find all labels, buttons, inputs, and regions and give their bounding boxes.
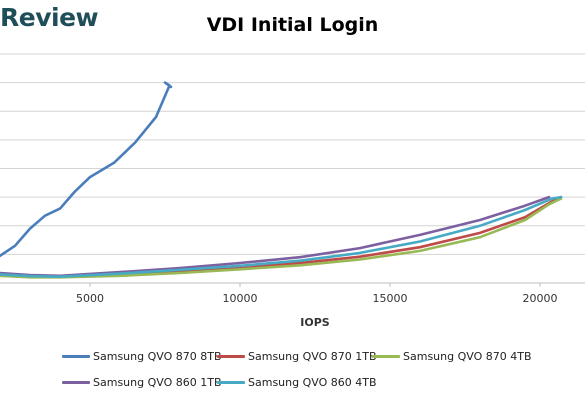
legend-swatch [372,355,400,358]
series-lines [0,81,563,279]
legend-swatch [217,355,245,358]
legend-swatch [62,355,90,358]
x-tick-label: 20000 [523,292,558,305]
x-axis-label: IOPS [300,316,330,329]
brand-logo: Review [0,3,99,32]
x-axis: 5000 10000 15000 20000 [76,283,558,305]
legend-label: Samsung QVO 870 4TB [403,350,532,363]
legend-item-3: Samsung QVO 870 4TB [372,350,532,363]
series-line-3 [0,197,563,279]
legend-item-2: Samsung QVO 870 1TB [217,350,377,363]
legend-swatch [62,381,90,384]
legend-label: Samsung QVO 860 1TB [93,376,222,389]
chart-title: VDI Initial Login [206,14,379,36]
series-line-5 [0,195,563,279]
legend-item-1: Samsung QVO 870 8TB [62,350,222,363]
legend-label: Samsung QVO 860 4TB [248,376,377,389]
x-tick-label: 10000 [223,292,258,305]
x-tick-label: 5000 [76,292,104,305]
legend-swatch [217,381,245,384]
legend-item-5: Samsung QVO 860 4TB [217,376,377,389]
legend-item-4: Samsung QVO 860 1TB [62,376,222,389]
grid-lines [0,53,585,284]
legend-label: Samsung QVO 870 1TB [248,350,377,363]
series-line-1 [0,81,173,258]
x-tick-label: 15000 [373,292,408,305]
legend-label: Samsung QVO 870 8TB [93,350,222,363]
